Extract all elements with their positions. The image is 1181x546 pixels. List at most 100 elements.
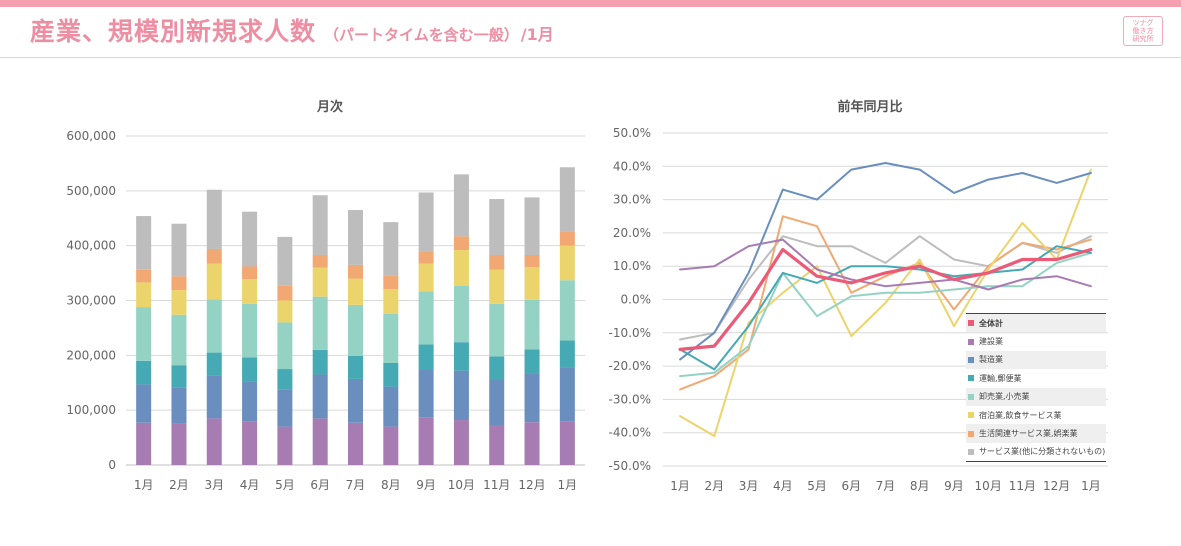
bar-y-tick-label: 100,000 [66,403,116,417]
bar-segment [489,380,505,426]
bar-x-tick-label: 10月 [448,478,475,492]
bar-segment [312,296,328,350]
line-x-tick-label: 2月 [705,479,725,493]
line-x-tick-label: 1月 [1081,479,1101,493]
bar-segment [277,300,293,323]
legend-item: 運輸,郵便業 [966,369,1106,387]
bar-x-tick-label: 5月 [275,478,295,492]
bar-segment [312,195,328,255]
bar-segment [418,263,434,292]
bar-segment [171,423,187,465]
bar-segment [559,421,575,465]
legend-item: 宿泊業,飲食サービス業 [966,406,1106,424]
legend-item: 卸売業,小売業 [966,387,1106,406]
bar-segment [489,269,505,304]
line-y-tick-label: -20.0% [609,359,651,373]
bar-y-tick-label: 400,000 [66,239,116,253]
header-accent-bar [0,0,1181,7]
line-x-tick-label: 3月 [739,479,759,493]
bar-y-tick-label: 600,000 [66,129,116,143]
bar-segment [489,254,505,270]
title-main: 産業、規模別新規求人数 [30,17,317,46]
monthly-stacked-bar-chart: 0 100,000 200,000 300,000 400,000 500,000 600,… [66,129,585,492]
bar-x-tick-label: 9月 [416,478,436,492]
bar-x-tick-label: 1月 [558,478,578,492]
title-month: /1月 [520,25,554,44]
legend-label: サービス業(他に分類されないもの) [979,447,1106,457]
bar-x-tick-label: 2月 [169,478,189,492]
line-y-tick-label: -30.0% [609,392,651,406]
legend-swatch [968,356,974,363]
bar-segment [383,426,399,465]
bar-segment [242,266,258,280]
bar-x-tick-label: 12月 [518,478,545,492]
bar-segment [277,236,293,286]
bar-segment [277,285,293,301]
legend-item: サービス業(他に分類されないもの) [966,443,1106,461]
line-x-tick-label: 11月 [1009,479,1036,493]
bar-segment [418,344,434,370]
bar-segment [136,384,152,423]
bar-segment [453,174,469,237]
line-y-tick-label: 0.0% [621,293,652,307]
line-y-tick-label: 20.0% [613,226,651,240]
bar-segment [383,288,399,314]
bar-segment [489,425,505,465]
bar-segment [524,422,540,465]
legend-label: 卸売業,小売業 [979,392,1030,402]
bar-segment [171,223,187,277]
bar-x-tick-label: 4月 [240,478,260,492]
bar-segment [312,349,328,375]
bar-y-tick-label: 300,000 [66,294,116,308]
bar-segment [136,269,152,283]
bar-segment [559,340,575,368]
bar-y-tick-label: 0 [108,458,116,472]
legend-item: 製造業 [966,350,1106,370]
bar-segment [277,389,293,427]
bar-segment [524,349,540,374]
legend-label: 全体計 [979,318,1003,328]
legend-item: 全体計 [966,314,1106,333]
bar-segment [524,197,540,255]
line-x-tick-label: 9月 [944,479,964,493]
bar-x-tick-label: 3月 [204,478,224,492]
legend-swatch [968,375,974,382]
line-y-tick-label: -10.0% [609,326,651,340]
bar-segment [418,251,434,264]
bar-segment [242,303,258,358]
bar-x-tick-label: 1月 [134,478,154,492]
bar-segment [453,370,469,421]
bar-segment [242,381,258,422]
bar-segment [524,373,540,423]
bar-segment [206,375,222,419]
line-series [679,162,1092,361]
bar-segment [348,278,363,305]
bar-segment [489,356,505,381]
bar-segment [277,322,293,370]
bar-segment [489,199,505,255]
legend-swatch [968,338,974,345]
bar-segment [348,378,363,423]
bar-x-tick-label: 8月 [381,478,401,492]
bar-segment [348,422,363,465]
logo-line-2: 働き方 [1132,27,1154,35]
legend-label: 建設業 [979,337,1003,347]
legend-item: 生活関連サービス業,娯楽業 [966,424,1106,443]
line-series [679,238,1092,291]
legend-item: 建設業 [966,332,1106,350]
bar-segment [524,254,540,268]
legend-swatch [968,430,974,437]
bar-segment [453,420,469,465]
bar-segment [383,386,399,427]
bar-segment [348,355,363,379]
bar-segment [348,304,363,356]
line-series [678,247,1093,351]
legend-label: 製造業 [979,355,1003,365]
bar-segment [312,374,328,419]
line-series [679,168,1092,437]
title-subtitle: （パートタイムを含む一般） [324,26,519,44]
line-chart-title: 前年同月比 [837,100,903,115]
bar-segment [312,267,328,297]
legend-swatch [968,412,974,419]
